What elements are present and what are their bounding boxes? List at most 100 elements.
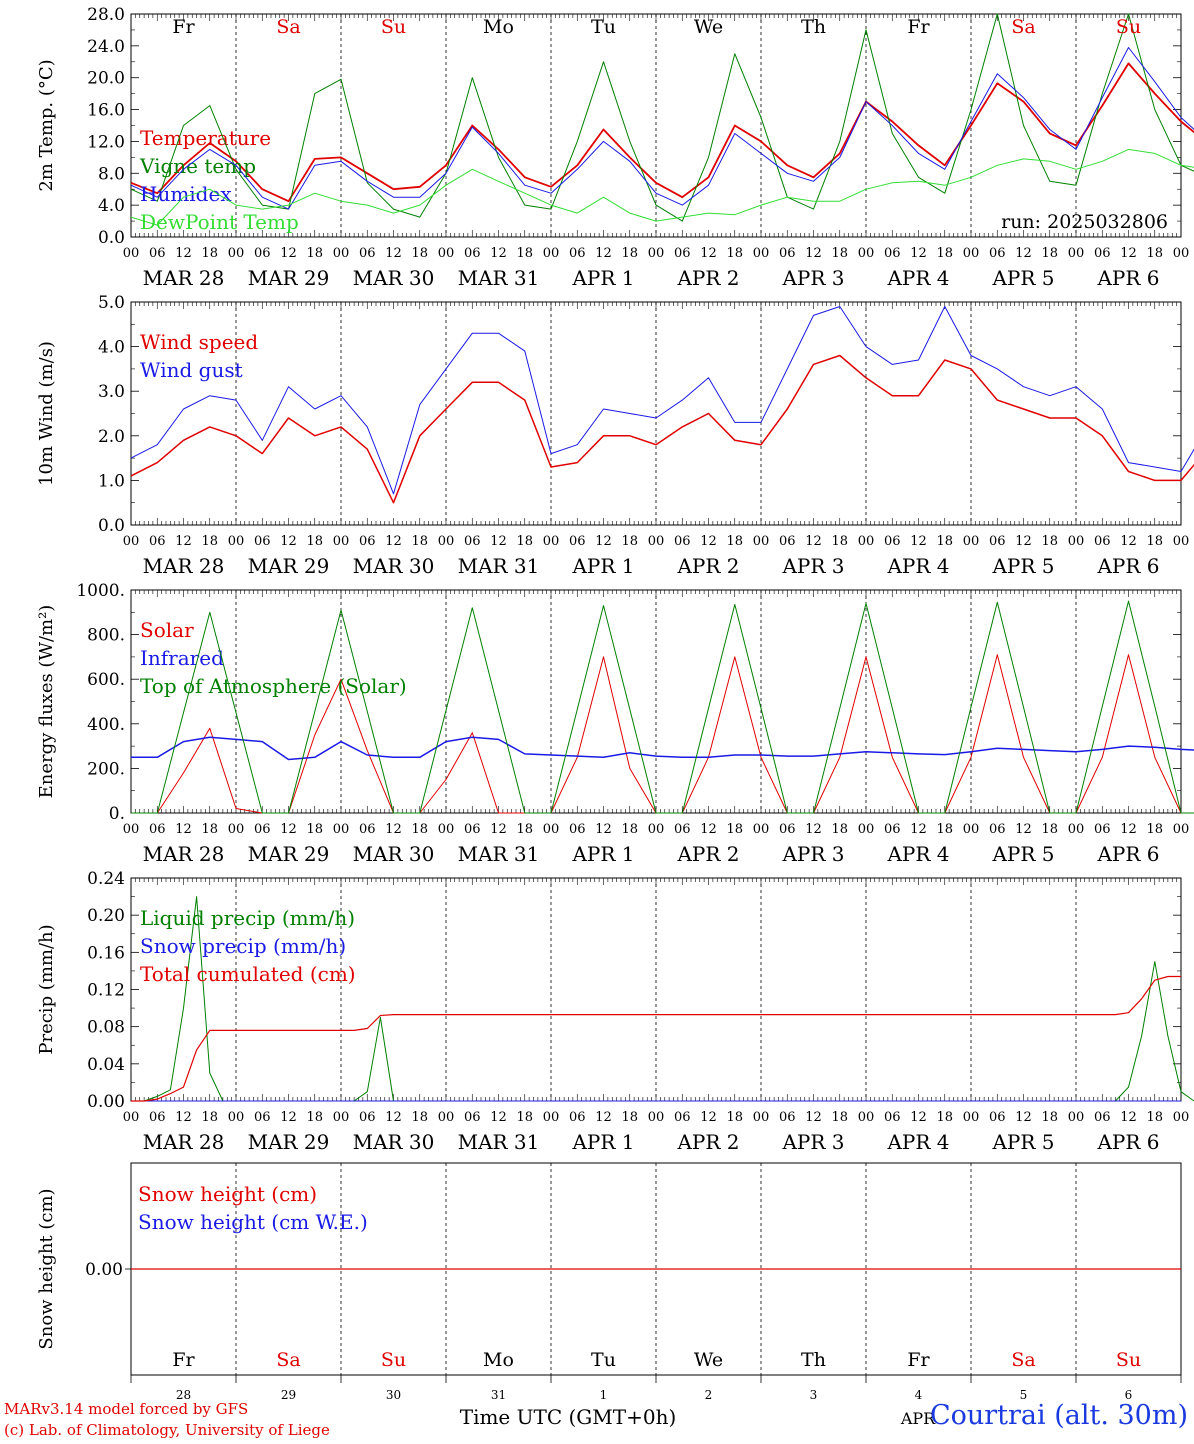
credits-line-lab: (c) Lab. of Climatology, University of L… (4, 1421, 330, 1439)
hour-label: 00 (543, 1110, 560, 1125)
legend-entry: Snow height (cm W.E.) (138, 1210, 368, 1234)
hour-label: 06 (989, 822, 1006, 837)
hour-label: 12 (490, 246, 507, 261)
series-line-temp-3 (130, 148, 1194, 226)
y-tick-label: 0.24 (87, 869, 125, 889)
hour-label: 18 (831, 822, 848, 837)
hour-label: 00 (543, 822, 560, 837)
hour-label: 18 (201, 246, 218, 261)
date-label: APR 2 (676, 554, 739, 578)
hour-label: 06 (359, 534, 376, 549)
hour-label: 00 (963, 246, 980, 261)
date-label: APR 4 (886, 842, 949, 866)
hour-label: 00 (228, 246, 245, 261)
month-label-bottom: APR (900, 1409, 936, 1428)
y-tick-label: 0.00 (85, 1260, 123, 1280)
hour-label: 00 (858, 822, 875, 837)
date-label: APR 1 (571, 266, 634, 290)
hour-label: 12 (595, 246, 612, 261)
hour-label: 12 (700, 822, 717, 837)
panel-frame-energy (130, 589, 1182, 814)
hour-label: 12 (1015, 1110, 1032, 1125)
weekday-label-bottom: Mo (483, 1349, 514, 1371)
weekday-label-bottom: Tu (591, 1349, 616, 1371)
day-number-label: 4 (915, 1388, 923, 1402)
hour-label: 00 (963, 1110, 980, 1125)
hour-label: 12 (175, 1110, 192, 1125)
hour-label: 00 (1173, 246, 1190, 261)
hour-label: 12 (280, 246, 297, 261)
hour-label: 12 (490, 534, 507, 549)
date-label: APR 3 (781, 1130, 844, 1154)
hour-label: 12 (385, 246, 402, 261)
hour-label: 18 (516, 246, 533, 261)
hour-label: 18 (831, 1110, 848, 1125)
hour-label: 18 (201, 534, 218, 549)
date-label: MAR 28 (143, 554, 225, 578)
hour-label: 06 (674, 534, 691, 549)
hour-label: 06 (464, 822, 481, 837)
hour-label: 00 (123, 534, 140, 549)
hour-label: 00 (123, 246, 140, 261)
y-tick-label: 600. (87, 670, 125, 690)
date-label: APR 1 (571, 1130, 634, 1154)
weekday-label-bottom: Su (381, 1349, 406, 1371)
hour-label: 12 (385, 1110, 402, 1125)
hour-label: 00 (438, 534, 455, 549)
date-label: MAR 31 (458, 842, 540, 866)
y-tick-label: 4.0 (98, 338, 125, 358)
weekday-label-bottom: Fr (172, 1349, 195, 1371)
hour-label: 12 (910, 246, 927, 261)
hour-label: 06 (779, 822, 796, 837)
y-axis-label: 2m Temp. (°C) (36, 59, 57, 191)
hour-label: 12 (1015, 246, 1032, 261)
hour-label: 06 (149, 534, 166, 549)
hour-label: 00 (333, 246, 350, 261)
date-label: MAR 30 (353, 842, 435, 866)
hour-label: 18 (831, 246, 848, 261)
hour-label: 18 (306, 246, 323, 261)
hour-label: 06 (884, 822, 901, 837)
legend-entry: Vigne temp (139, 154, 256, 178)
hour-label: 00 (858, 534, 875, 549)
y-tick-label: 8.0 (98, 164, 125, 184)
hour-label: 00 (1068, 246, 1085, 261)
date-label: APR 3 (781, 842, 844, 866)
y-tick-label: 0.16 (87, 943, 125, 963)
hour-label: 18 (411, 1110, 428, 1125)
hour-label: 00 (228, 534, 245, 549)
hour-label: 18 (726, 534, 743, 549)
hour-label: 12 (490, 1110, 507, 1125)
hour-label: 18 (1146, 534, 1163, 549)
hour-label: 18 (1041, 534, 1058, 549)
y-tick-label: 28.0 (87, 5, 125, 25)
hour-label: 12 (700, 534, 717, 549)
day-number-label: 28 (176, 1388, 191, 1402)
hour-label: 00 (648, 1110, 665, 1125)
series-line-wind-1 (130, 306, 1194, 495)
date-label: MAR 30 (353, 266, 435, 290)
hour-label: 00 (1173, 534, 1190, 549)
hour-label: 12 (1120, 822, 1137, 837)
hour-label: 06 (149, 246, 166, 261)
date-label: APR 1 (571, 842, 634, 866)
hour-label: 18 (1041, 1110, 1058, 1125)
legend-entry: Snow height (cm) (138, 1182, 317, 1206)
y-tick-label: 400. (87, 715, 125, 735)
hour-label: 18 (411, 246, 428, 261)
hour-label: 18 (1146, 822, 1163, 837)
weekday-label-bottom: Th (801, 1349, 826, 1371)
hour-label: 12 (1015, 534, 1032, 549)
hour-label: 00 (648, 246, 665, 261)
legend-entry: Top of Atmosphere (Solar) (140, 674, 407, 698)
y-tick-label: 5.0 (98, 293, 125, 313)
hour-label: 12 (595, 1110, 612, 1125)
y-tick-label: 1.0 (98, 471, 125, 491)
hour-label: 06 (464, 246, 481, 261)
weekday-label-bottom: We (694, 1349, 723, 1371)
date-label: MAR 31 (458, 554, 540, 578)
date-label: MAR 30 (353, 554, 435, 578)
hour-label: 18 (621, 1110, 638, 1125)
hour-label: 18 (306, 1110, 323, 1125)
